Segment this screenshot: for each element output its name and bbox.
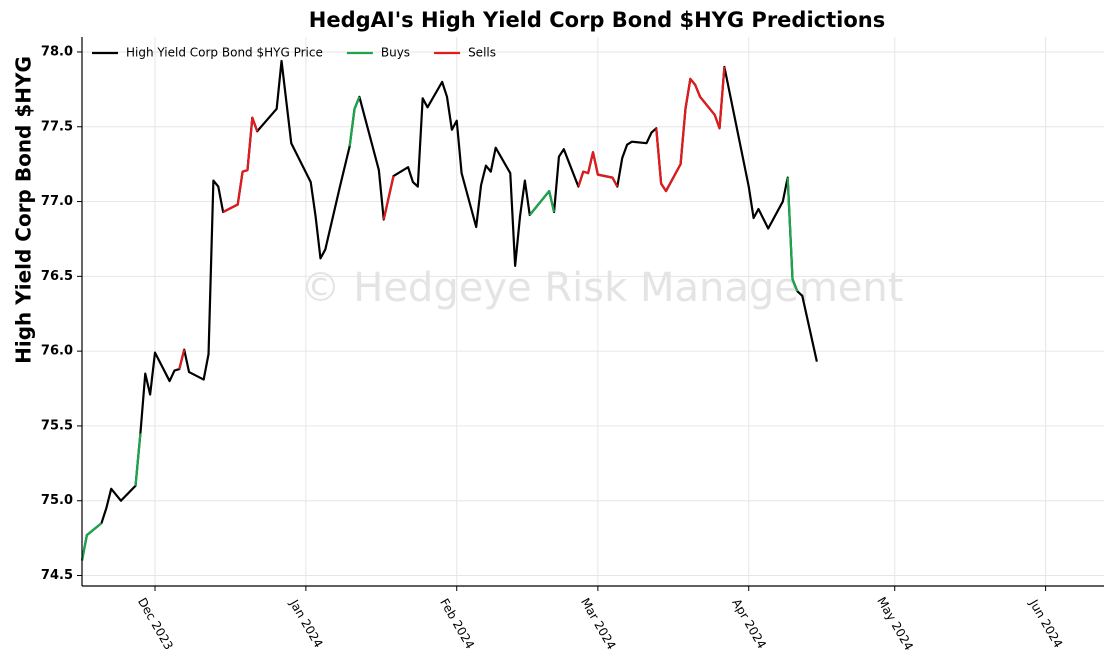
series-line	[382, 175, 395, 220]
legend-label: High Yield Corp Bond $HYG Price	[126, 46, 323, 60]
y-tick-label: 74.5	[41, 568, 73, 583]
series-line	[178, 349, 186, 370]
x-tick-label: Mar 2024	[578, 596, 619, 652]
plot-area	[80, 59, 818, 561]
series-line	[80, 522, 103, 561]
y-tick-label: 76.0	[41, 344, 73, 359]
y-tick-label: 77.5	[41, 119, 73, 134]
series-line	[348, 96, 361, 147]
y-tick-label: 78.0	[41, 44, 73, 59]
x-tick-label: Jun 2024	[1026, 596, 1065, 650]
chart-title: HedgAI's High Yield Corp Bond $HYG Predi…	[309, 8, 885, 32]
watermark: © Hedgeye Risk Management	[301, 265, 904, 311]
series-line	[222, 116, 259, 213]
series-line	[577, 151, 619, 188]
series-line	[134, 433, 142, 486]
series-line	[528, 189, 556, 216]
y-tick-label: 76.5	[41, 269, 73, 284]
y-axis-label: High Yield Corp Bond $HYG	[12, 56, 36, 364]
y-tick-label: 77.0	[41, 194, 73, 209]
grid	[82, 37, 1104, 586]
series-line	[786, 177, 799, 292]
y-tick-label: 75.0	[41, 493, 73, 508]
x-tick-label: Jan 2024	[287, 596, 326, 650]
legend-label: Buys	[381, 46, 410, 60]
series-line	[655, 66, 726, 193]
x-tick-label: Apr 2024	[729, 596, 769, 651]
x-tick-label: May 2024	[874, 595, 916, 653]
legend-label: Sells	[468, 46, 496, 60]
x-tick-label: Dec 2023	[135, 595, 176, 652]
x-tick-label: Feb 2024	[437, 596, 477, 651]
y-tick-label: 75.5	[41, 418, 73, 433]
